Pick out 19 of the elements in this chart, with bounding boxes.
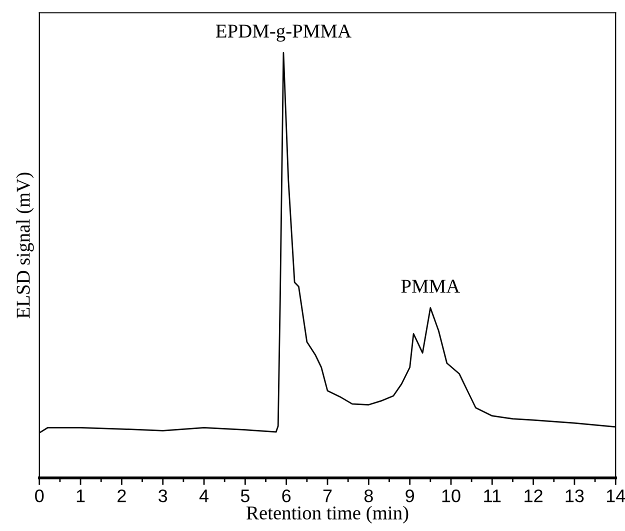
annotation: EPDM-g-PMMA <box>216 24 352 42</box>
x-tick-label: 14 <box>606 490 625 502</box>
y-axis-title: ELSD signal (mV) <box>16 172 34 318</box>
x-tick-label: 11 <box>484 490 501 502</box>
x-tick-label: 6 <box>282 489 291 502</box>
x-tick-label: 12 <box>524 489 542 502</box>
x-tick-label: 7 <box>323 490 332 502</box>
x-tick-label: 5 <box>240 490 250 502</box>
x-tick-label: 8 <box>364 489 373 502</box>
x-tick-label: 3 <box>158 489 168 502</box>
x-tick-label: 0 <box>35 489 44 502</box>
x-tick-label: 4 <box>199 490 209 502</box>
x-tick-label: 2 <box>118 489 126 502</box>
x-tick-label: 13 <box>566 489 584 502</box>
x-tick-label: 9 <box>406 489 414 502</box>
x-tick-label: 10 <box>442 489 460 502</box>
x-axis-title: Retention time (min) <box>246 506 408 524</box>
annotation: PMMA <box>401 280 460 293</box>
x-tick-label: 1 <box>76 490 85 502</box>
